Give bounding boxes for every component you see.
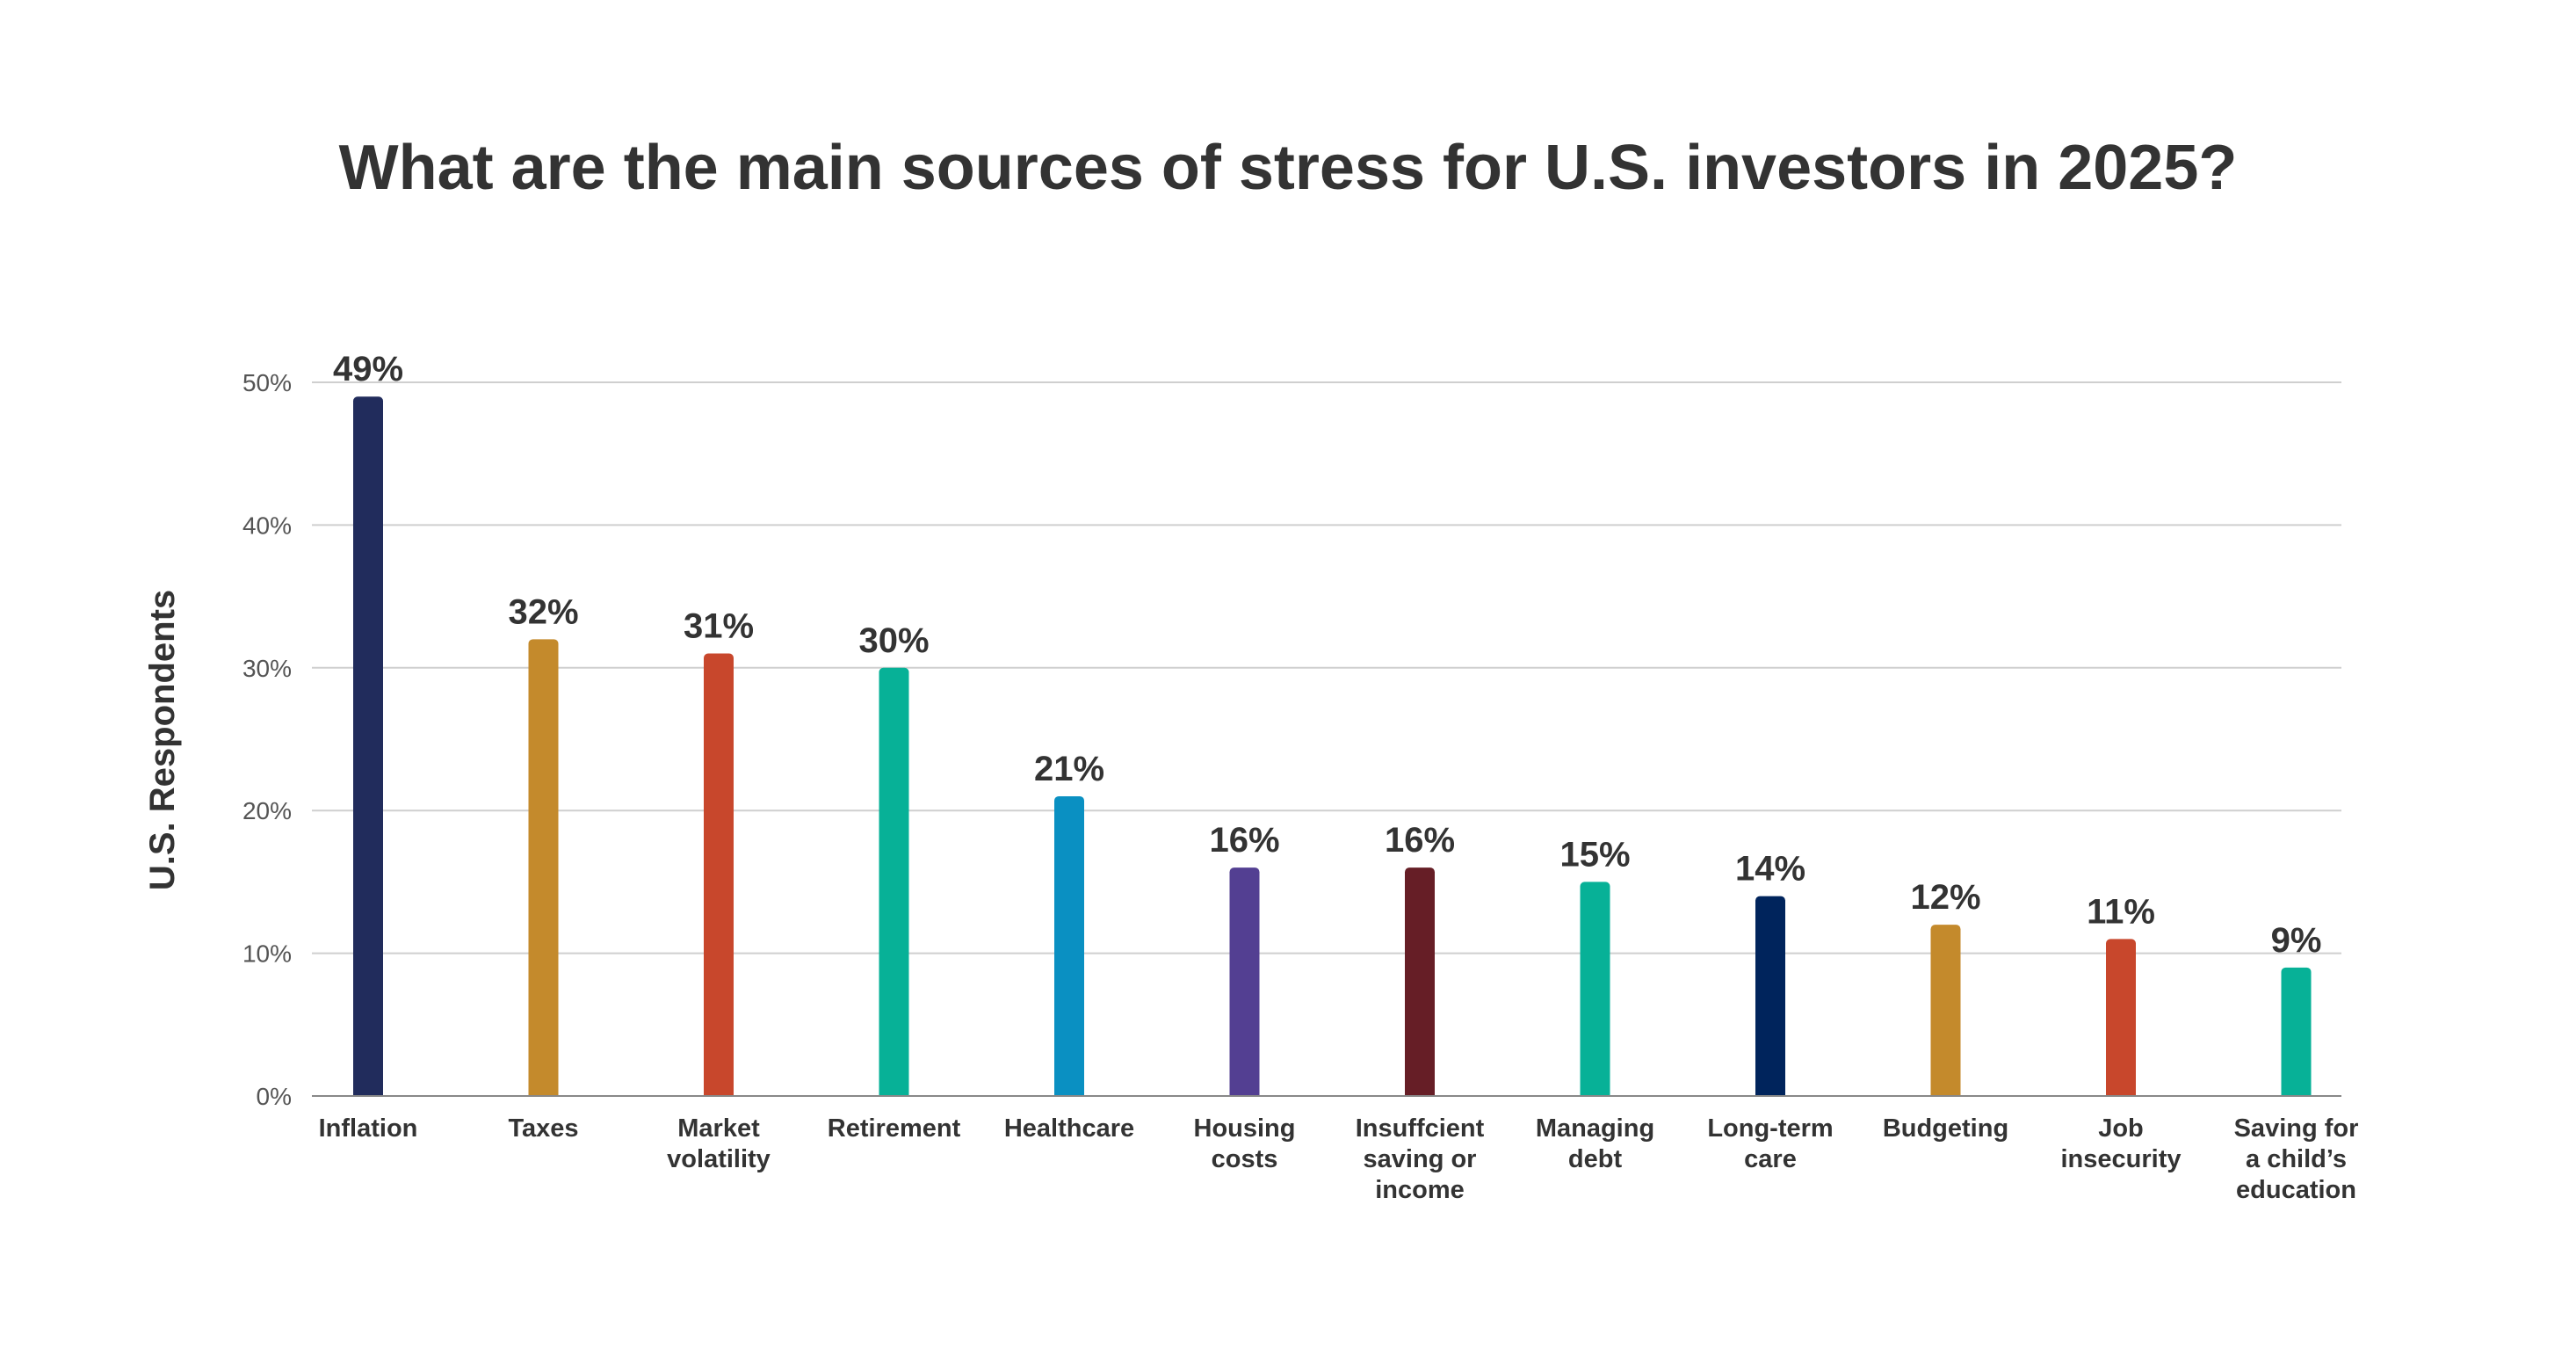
gridlines — [312, 381, 2341, 954]
bar — [1930, 925, 1961, 1096]
value-labels: 49% 32% 31% 30% 21% 16% 16% 15% 14% 12% 11% 9% — [333, 350, 2321, 960]
value-label: 32% — [508, 592, 578, 631]
bar-base — [704, 1089, 734, 1096]
value-label: 15% — [1559, 835, 1630, 874]
category-label-line: income — [1375, 1176, 1465, 1204]
chart-title: What are the main sources of stress for … — [339, 133, 2238, 203]
bar-base — [1930, 1089, 1961, 1096]
bar — [879, 667, 909, 1096]
value-label: 21% — [1034, 750, 1104, 788]
category-label-line: education — [2236, 1176, 2356, 1204]
value-label: 11% — [2087, 892, 2155, 931]
category-label-line: Job — [2098, 1114, 2144, 1143]
bar — [1405, 867, 1435, 1096]
bar-base — [2281, 1089, 2312, 1096]
category-label: Inflation — [319, 1114, 418, 1143]
category-label-line: Inflation — [319, 1114, 418, 1143]
category-label: Healthcare — [1004, 1114, 1134, 1143]
bar-base — [1755, 1089, 1785, 1096]
bar — [1755, 896, 1785, 1096]
bar — [1580, 882, 1610, 1096]
category-label: Long-term care — [1707, 1114, 1833, 1173]
category-label-line: a child’s — [2246, 1145, 2347, 1173]
category-label-line: Insuffcient — [1356, 1114, 1485, 1143]
bar-base — [528, 1089, 559, 1096]
category-label: Job insecurity — [2061, 1114, 2182, 1173]
bar-base — [1229, 1089, 1260, 1096]
category-label: Saving for a child’s education — [2234, 1114, 2359, 1204]
bar — [2106, 939, 2136, 1096]
y-axis-label: U.S. Respondents — [143, 590, 182, 890]
category-label: Market volatility — [667, 1114, 771, 1173]
value-label: 16% — [1385, 821, 1455, 860]
category-label-line: Budgeting — [1883, 1114, 2008, 1143]
category-label-line: Long-term — [1707, 1114, 1833, 1143]
bar — [1229, 867, 1260, 1096]
bar-base — [2106, 1089, 2136, 1096]
category-label-line: insecurity — [2061, 1145, 2182, 1173]
value-label: 30% — [858, 621, 929, 660]
bar-base — [1580, 1089, 1610, 1096]
category-label: Housing costs — [1194, 1114, 1296, 1173]
value-label: 31% — [684, 607, 754, 646]
value-label: 9% — [2271, 921, 2322, 960]
bar — [1054, 795, 1084, 1096]
bar — [704, 653, 734, 1096]
y-tick-label: 0% — [257, 1083, 292, 1110]
category-label-line: Managing — [1536, 1114, 1654, 1143]
category-label-line: Taxes — [508, 1114, 578, 1143]
value-label: 12% — [1910, 878, 1980, 917]
category-label-line: Retirement — [828, 1114, 961, 1143]
category-label: Budgeting — [1883, 1114, 2008, 1143]
category-label-line: volatility — [667, 1145, 771, 1173]
bar — [528, 639, 559, 1096]
bar-base — [1054, 1089, 1084, 1096]
bar-base — [353, 1089, 383, 1096]
bar — [353, 396, 383, 1096]
category-label: Taxes — [508, 1114, 578, 1143]
y-tick-label: 50% — [242, 369, 292, 396]
bar — [2281, 967, 2312, 1096]
category-label-line: care — [1744, 1145, 1797, 1173]
category-label-line: Market — [677, 1114, 760, 1143]
y-tick-label: 10% — [242, 940, 292, 968]
category-label-line: costs — [1212, 1145, 1278, 1173]
y-tick-label: 30% — [242, 655, 292, 682]
category-label-line: debt — [1568, 1145, 1623, 1173]
value-label: 49% — [333, 350, 403, 388]
value-label: 14% — [1735, 850, 1805, 889]
value-label: 16% — [1209, 821, 1279, 860]
category-label-line: Housing — [1194, 1114, 1296, 1143]
category-label: Insuffcient saving or income — [1356, 1114, 1485, 1204]
y-tick-label: 40% — [242, 512, 292, 539]
bar-base — [879, 1089, 909, 1096]
bars — [353, 396, 2312, 1096]
category-label-line: saving or — [1364, 1145, 1477, 1173]
category-labels: Inflation Taxes Market volatility Retirement… — [319, 1114, 2359, 1204]
category-label-line: Healthcare — [1004, 1114, 1134, 1143]
category-label: Retirement — [828, 1114, 961, 1143]
y-axis-ticks: 0% 10% 20% 30% 40% 50% — [242, 369, 292, 1110]
y-tick-label: 20% — [242, 797, 292, 824]
bar-base — [1405, 1089, 1435, 1096]
category-label: Managing debt — [1536, 1114, 1654, 1173]
category-label-line: Saving for — [2234, 1114, 2359, 1143]
